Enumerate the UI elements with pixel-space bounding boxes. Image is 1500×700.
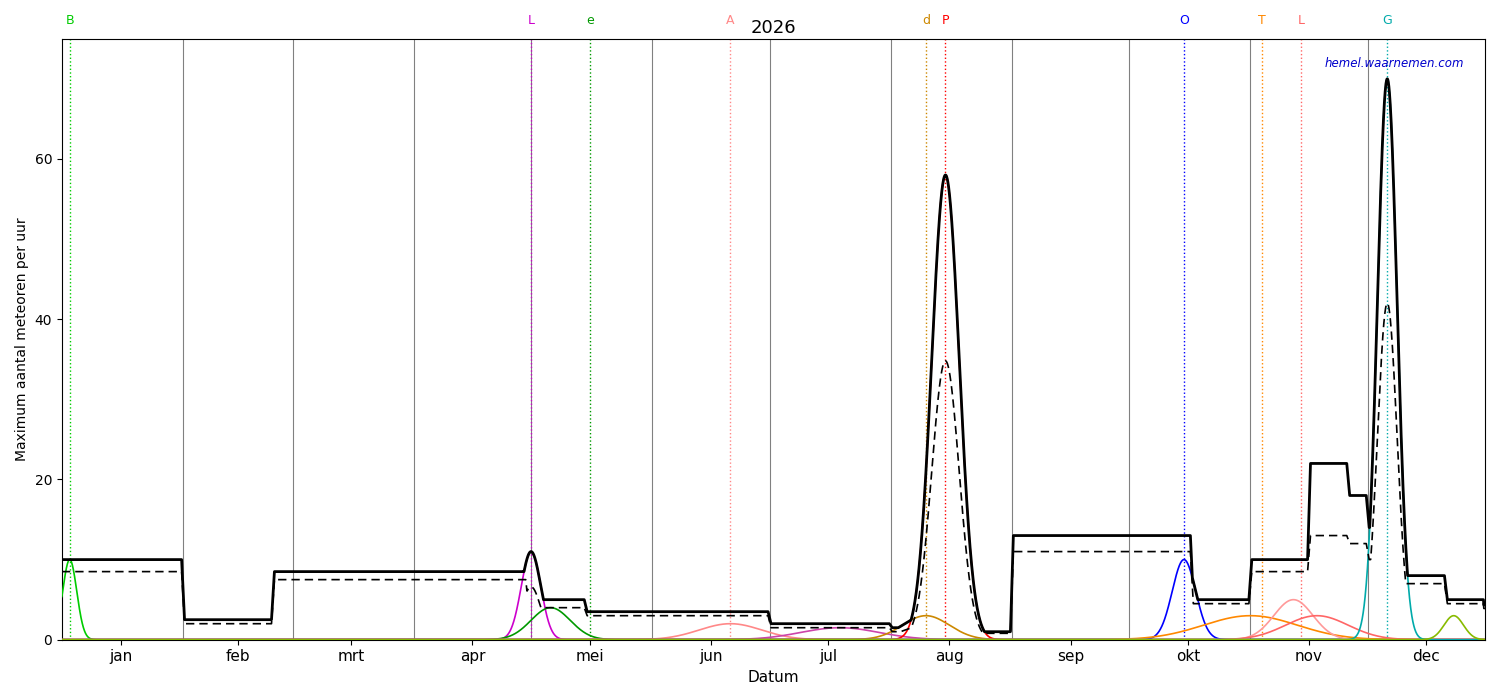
Text: e: e (586, 14, 594, 27)
Text: P: P (942, 14, 950, 27)
Text: L: L (528, 14, 534, 27)
Text: T: T (1258, 14, 1266, 27)
Y-axis label: Maximum aantal meteoren per uur: Maximum aantal meteoren per uur (15, 218, 28, 461)
Title: 2026: 2026 (750, 19, 796, 37)
Text: O: O (1179, 14, 1190, 27)
Text: B: B (66, 14, 74, 27)
Text: hemel.waarnemen.com: hemel.waarnemen.com (1324, 57, 1464, 70)
X-axis label: Datum: Datum (747, 670, 800, 685)
Text: A: A (726, 14, 735, 27)
Text: G: G (1383, 14, 1392, 27)
Text: L: L (1298, 14, 1305, 27)
Text: d: d (922, 14, 930, 27)
